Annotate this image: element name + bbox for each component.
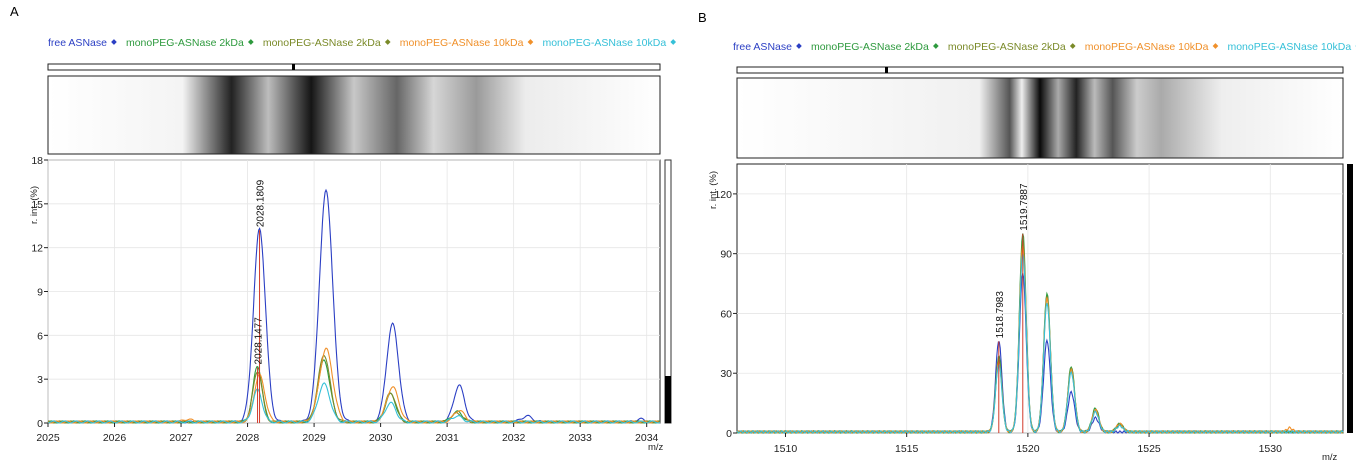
series-line-b-3: [736, 239, 1344, 434]
y-tick-label-a: 15: [31, 199, 43, 211]
overview-slider-b[interactable]: [736, 66, 1344, 74]
zoom-scrollbar-thumb-a[interactable]: [665, 376, 671, 423]
y-tick-label-b: 30: [720, 368, 732, 380]
legend-entry-a-5: monoPEG-ASNase 10kDa: [542, 37, 666, 49]
legend-marker-a-3: [384, 39, 391, 45]
legend-entry-a-2: monoPEG-ASNase 2kDa: [126, 37, 244, 49]
y-tick-label-a: 0: [37, 418, 43, 430]
gel-view-frame-a: [47, 75, 661, 155]
legend-marker-b-4: [1212, 43, 1219, 49]
peak-label-a-2: 2028.1477: [254, 317, 265, 365]
x-axis-title-b: m/z: [1322, 452, 1338, 463]
series-line-a-2: [47, 359, 661, 424]
legend-entry-b-1: free ASNase: [733, 41, 792, 53]
x-tick-label-a: 2034: [635, 432, 659, 444]
legend-b: free ASNase monoPEG-ASNase 2kDa monoPEG-AS…: [733, 41, 1356, 53]
legend-marker-b-3: [1069, 43, 1076, 49]
y-tick-label-a: 3: [37, 374, 43, 386]
panel-a-letter: A: [10, 4, 19, 19]
x-tick-label-a: 2029: [302, 432, 326, 444]
y-axis-title-b: r. int. (%): [708, 171, 719, 209]
gel-view-b: [737, 78, 1343, 158]
legend-marker-a-5: [670, 39, 677, 45]
legend-marker-a-1: [111, 39, 117, 45]
legend-entry-a-4: monoPEG-ASNase 10kDa: [400, 37, 524, 49]
x-tick-label-a: 2026: [103, 432, 127, 444]
y-tick-label-b: 0: [726, 428, 732, 440]
peak-label-b-1: 1519.7887: [1019, 183, 1030, 231]
panel-a: A free ASNase monoPEG-ASNase 2kDa monoPEG-…: [10, 4, 677, 453]
legend-entry-b-2: monoPEG-ASNase 2kDa: [811, 41, 929, 53]
series-line-a-3: [47, 355, 661, 424]
y-tick-label-a: 9: [37, 287, 43, 299]
panel-b: B free ASNase monoPEG-ASNase 2kDa monoPEG-…: [698, 10, 1356, 463]
peak-annotations-a: 2028.1809 2028.1477: [254, 179, 267, 364]
series-line-b-2: [736, 233, 1344, 434]
x-tick-label-b: 1510: [774, 443, 798, 455]
legend-marker-a-4: [527, 39, 534, 45]
x-tick-label-b: 1520: [1016, 443, 1040, 455]
series-group-b: [736, 233, 1344, 434]
x-tick-label-a: 2025: [36, 432, 60, 444]
x-tick-label-b: 1515: [895, 443, 919, 455]
plot-area-frame-b: [736, 163, 1344, 434]
x-tick-label-a: 2033: [568, 432, 592, 444]
x-tick-label-a: 2030: [369, 432, 393, 444]
y-tick-label-a: 12: [31, 243, 43, 255]
series-line-a-5: [47, 382, 661, 424]
series-line-b-4: [736, 246, 1344, 434]
tick-labels-a: 2025 2026 2027 2028 2029 2030 2031 2032 2033 2034…: [31, 155, 658, 444]
legend-marker-a-2: [248, 39, 254, 45]
legend-entry-b-3: monoPEG-ASNase 2kDa: [948, 41, 1066, 53]
tick-labels-b: 1510 1515 1520 1525 1530 0 30 60 90 120: [714, 189, 1282, 455]
x-tick-label-a: 2032: [502, 432, 526, 444]
overview-slider-handle-b[interactable]: [885, 67, 888, 73]
grid-a: [47, 159, 660, 424]
peak-annotations-b: 1519.7887 1518.7983: [995, 183, 1030, 338]
x-tick-label-b: 1530: [1259, 443, 1283, 455]
x-tick-label-a: 2028: [236, 432, 260, 444]
gel-view-a: [48, 76, 660, 154]
grid-b: [737, 164, 1343, 434]
legend-marker-b-1: [796, 43, 802, 49]
y-tick-label-a: 6: [37, 330, 43, 342]
x-tick-label-a: 2031: [435, 432, 459, 444]
gel-view-frame-b: [736, 77, 1344, 159]
panel-b-letter: B: [698, 10, 707, 25]
legend-entry-b-4: monoPEG-ASNase 10kDa: [1085, 41, 1209, 53]
x-tick-label-a: 2027: [169, 432, 193, 444]
y-tick-label-a: 18: [31, 155, 43, 167]
legend-entry-a-3: monoPEG-ASNase 2kDa: [263, 37, 381, 49]
x-tick-label-b: 1525: [1137, 443, 1161, 455]
series-line-b-5: [736, 253, 1344, 434]
legend-entry-a-1: free ASNase: [48, 37, 107, 49]
y-tick-label-b: 120: [714, 189, 732, 201]
y-axis-title-a: r. int. (%): [29, 186, 40, 224]
legend-a: free ASNase monoPEG-ASNase 2kDa monoPEG-AS…: [48, 37, 677, 49]
overview-slider-a[interactable]: [47, 63, 661, 71]
series-line-a-1: [47, 188, 661, 424]
y-tick-label-b: 90: [720, 249, 732, 261]
peak-label-a-1: 2028.1809: [256, 179, 267, 227]
y-tick-label-b: 60: [720, 308, 732, 320]
x-axis-title-a: m/z: [648, 442, 664, 453]
zoom-scrollbar-b[interactable]: [1347, 164, 1353, 433]
peak-label-b-2: 1518.7983: [995, 291, 1006, 339]
series-group-a: [47, 188, 661, 424]
legend-entry-b-5: monoPEG-ASNase 10kDa: [1227, 41, 1351, 53]
series-line-a-4: [47, 347, 661, 424]
overview-slider-handle-a[interactable]: [292, 64, 295, 70]
legend-marker-b-2: [933, 43, 939, 49]
